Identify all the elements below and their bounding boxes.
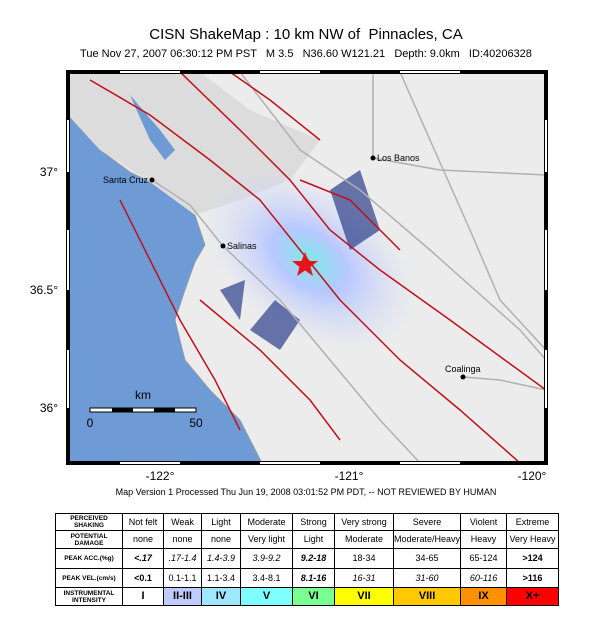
intensity-table: PERCEIVED SHAKING Not felt Weak Light Modera… <box>55 513 560 606</box>
table-cell: I <box>122 587 164 606</box>
scale-unit: km <box>135 388 151 402</box>
subtitle: Tue Nov 27, 2007 06:30:12 PM PST M 3.5 N… <box>80 48 532 60</box>
table-cell: 3.4-8.1 <box>240 568 293 588</box>
map: Los Banos Santa Cruz Salinas Coalinga km… <box>30 70 548 483</box>
scale-label: 0 <box>87 416 94 430</box>
city-dot <box>460 374 466 380</box>
table-cell: 8.1-16 <box>292 568 335 588</box>
table-cell: Extreme <box>506 513 560 531</box>
table-cell: Severe <box>392 513 462 531</box>
table-cell: 0.1-1.1 <box>163 568 202 588</box>
lon-label: -122° <box>146 469 175 483</box>
table-row: PEAK VEL.(cm/s) <0.1 0.1-1.1 1.1-3.4 3.4-8.1… <box>55 568 560 588</box>
terrain-shade <box>220 170 380 350</box>
table-cell: none <box>163 530 202 549</box>
map-body: Los Banos Santa Cruz Salinas Coalinga km… <box>68 72 546 463</box>
roads <box>151 72 546 463</box>
table-cell: X+ <box>506 587 560 606</box>
table-cell: Moderate/Heavy <box>392 530 462 549</box>
city-dot <box>370 155 376 161</box>
table-cell: Strong <box>292 513 335 531</box>
frame-ticks <box>67 71 547 464</box>
table-cell: VIII <box>392 587 462 606</box>
epicenter <box>292 252 318 276</box>
table-cell: Moderate <box>240 513 293 531</box>
city-label: Salinas <box>227 241 257 251</box>
table-cell: Moderate <box>334 530 394 549</box>
table-cell: VI <box>292 587 335 606</box>
table-cell: Light <box>292 530 335 549</box>
table-cell: 34-65 <box>392 548 462 569</box>
table-cell: >124 <box>506 548 560 569</box>
table-cell: none <box>122 530 164 549</box>
row-header: POTENTIAL DAMAGE <box>55 530 123 549</box>
table-cell: 9.2-18 <box>292 548 335 569</box>
table-cell: Not felt <box>122 513 164 531</box>
table-cell: IX <box>460 587 508 606</box>
lat-label: 37° <box>40 165 58 179</box>
table-cell: Violent <box>460 513 508 531</box>
table-cell: none <box>201 530 241 549</box>
lat-label: 36.5° <box>30 283 58 297</box>
city-label: Los Banos <box>377 153 420 163</box>
table-cell: .17-1.4 <box>163 548 202 569</box>
row-header: PERCEIVED SHAKING <box>55 513 123 531</box>
lon-label: -121° <box>335 469 364 483</box>
city-label: Santa Cruz <box>103 175 149 185</box>
table-cell: Very strong <box>334 513 394 531</box>
scale-label: 50 <box>189 416 203 430</box>
footer: Map Version 1 Processed Thu Jun 19, 2008… <box>115 487 497 497</box>
scale-bar-seg <box>154 408 175 412</box>
scale-bar <box>89 407 197 413</box>
bay <box>130 95 175 160</box>
faults <box>89 72 546 463</box>
table-cell: VII <box>334 587 394 606</box>
scale-bar-seg <box>112 408 133 412</box>
table-cell: IV <box>201 587 241 606</box>
table-cell: Very Heavy <box>506 530 560 549</box>
table-row: PEAK ACC.(%g) <.17.17-1.4 1.4-3.9 3.9-9.2 9.… <box>55 548 560 569</box>
row-header: PEAK ACC.(%g) <box>55 548 123 569</box>
table-row: PERCEIVED SHAKING Not felt Weak Light Modera… <box>55 513 560 531</box>
table-cell: 1.4-3.9 <box>201 548 241 569</box>
table-row: POTENTIAL DAMAGE none none none Very light Li… <box>55 530 560 549</box>
title: CISN ShakeMap : 10 km NW of Pinnacles, C… <box>149 26 463 43</box>
row-header: INSTRUMENTAL INTENSITY <box>55 587 123 606</box>
table-cell: <.17 <box>122 548 164 569</box>
lat-label: 36° <box>40 401 58 415</box>
table-cell: 60-116 <box>460 568 508 588</box>
table-cell: 31-60 <box>392 568 462 588</box>
table-cell: 1.1-3.4 <box>201 568 241 588</box>
table-cell: Heavy <box>460 530 508 549</box>
table-cell: >116 <box>506 568 560 588</box>
table-cell: II-III <box>163 587 202 606</box>
table-cell: Weak <box>163 513 202 531</box>
table-cell: 16-31 <box>334 568 394 588</box>
city-dot <box>220 243 226 249</box>
table-cell: Light <box>201 513 241 531</box>
table-cell: 3.9-9.2 <box>240 548 293 569</box>
table-cell: Very light <box>240 530 293 549</box>
table-cell: 65-124 <box>460 548 508 569</box>
table-row: INSTRUMENTAL INTENSITY I II-III IV V VI VII VII… <box>55 587 560 606</box>
table-cell: V <box>240 587 293 606</box>
city-label: Coalinga <box>445 364 481 374</box>
row-header: PEAK VEL.(cm/s) <box>55 568 123 588</box>
table-cell: <0.1 <box>122 568 164 588</box>
city-dot <box>149 177 155 183</box>
lon-label: -120° <box>518 469 547 483</box>
table-cell: 18-34 <box>334 548 394 569</box>
